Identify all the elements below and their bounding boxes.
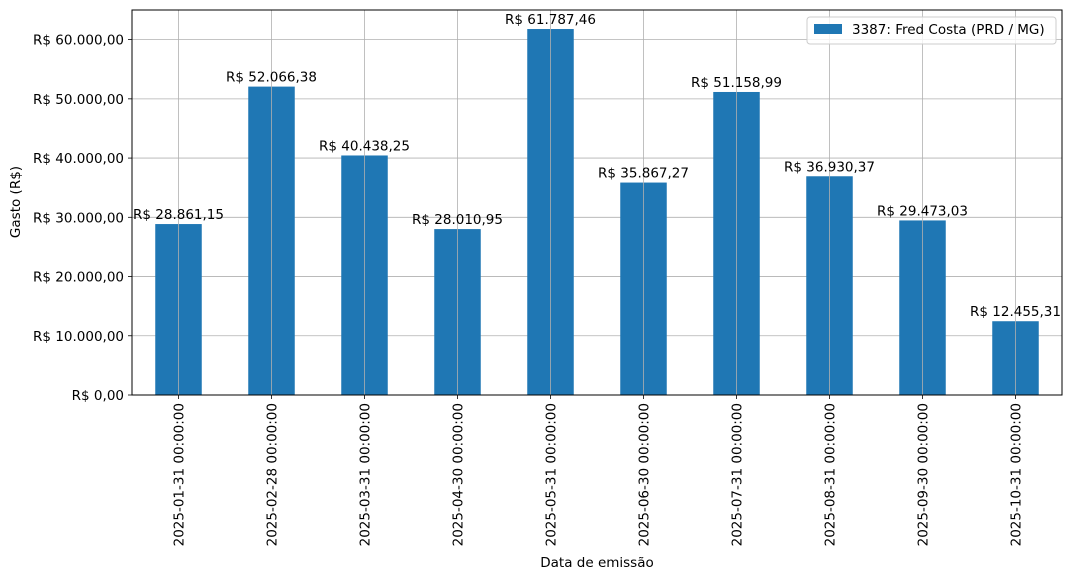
data-label: R$ 40.438,25 bbox=[319, 138, 410, 154]
data-label: R$ 52.066,38 bbox=[226, 70, 317, 86]
y-tick-label: R$ 40.000,00 bbox=[33, 151, 124, 167]
legend-swatch bbox=[814, 24, 842, 34]
x-tick-label: 2025-10-31 00:00:00 bbox=[1009, 403, 1025, 546]
x-axis-label: Data de emissão bbox=[540, 555, 654, 571]
data-label: R$ 35.867,27 bbox=[598, 166, 689, 182]
data-label: R$ 28.861,15 bbox=[133, 207, 224, 223]
y-tick-label: R$ 60.000,00 bbox=[33, 33, 124, 49]
plot-frame bbox=[131, 9, 1063, 396]
x-axis-ticks: 2025-01-31 00:00:00 2025-02-28 00:00:00 20… bbox=[172, 395, 1025, 546]
legend-label: 3387: Fred Costa (PRD / MG) bbox=[852, 22, 1045, 38]
legend: 3387: Fred Costa (PRD / MG) bbox=[806, 16, 1057, 45]
x-tick-label: 2025-07-31 00:00:00 bbox=[730, 403, 746, 546]
data-label: R$ 28.010,95 bbox=[412, 212, 503, 228]
x-tick-label: 2025-01-31 00:00:00 bbox=[172, 403, 188, 546]
x-grid-lines bbox=[178, 10, 1016, 395]
x-tick-label: 2025-09-30 00:00:00 bbox=[916, 403, 932, 546]
y-tick-label: R$ 20.000,00 bbox=[33, 270, 124, 286]
data-label: R$ 29.473,03 bbox=[877, 203, 968, 219]
y-tick-label: R$ 50.000,00 bbox=[33, 92, 124, 108]
x-tick-label: 2025-05-31 00:00:00 bbox=[544, 403, 560, 546]
x-tick-label: 2025-08-31 00:00:00 bbox=[823, 403, 839, 546]
y-tick-label: R$ 30.000,00 bbox=[33, 210, 124, 226]
x-tick-label: 2025-06-30 00:00:00 bbox=[637, 403, 653, 546]
x-tick-label: 2025-03-31 00:00:00 bbox=[358, 403, 374, 546]
x-tick-label: 2025-04-30 00:00:00 bbox=[451, 403, 467, 546]
data-label: R$ 36.930,37 bbox=[784, 159, 875, 175]
data-label: R$ 51.158,99 bbox=[691, 75, 782, 91]
y-tick-label: R$ 10.000,00 bbox=[33, 329, 124, 345]
y-axis-ticks: R$ 0,00 R$ 10.000,00 R$ 20.000,00 R$ 30.000… bbox=[33, 33, 132, 404]
x-tick-label: 2025-02-28 00:00:00 bbox=[265, 403, 281, 546]
data-label: R$ 12.455,31 bbox=[970, 304, 1061, 320]
y-tick-label: R$ 0,00 bbox=[72, 388, 124, 404]
y-axis-label: Gasto (R$) bbox=[8, 166, 24, 238]
legend-box bbox=[806, 16, 1057, 45]
data-labels: R$ 28.861,15 R$ 52.066,38 R$ 40.438,25 R$ 2… bbox=[133, 12, 1061, 320]
data-label: R$ 61.787,46 bbox=[505, 12, 596, 28]
